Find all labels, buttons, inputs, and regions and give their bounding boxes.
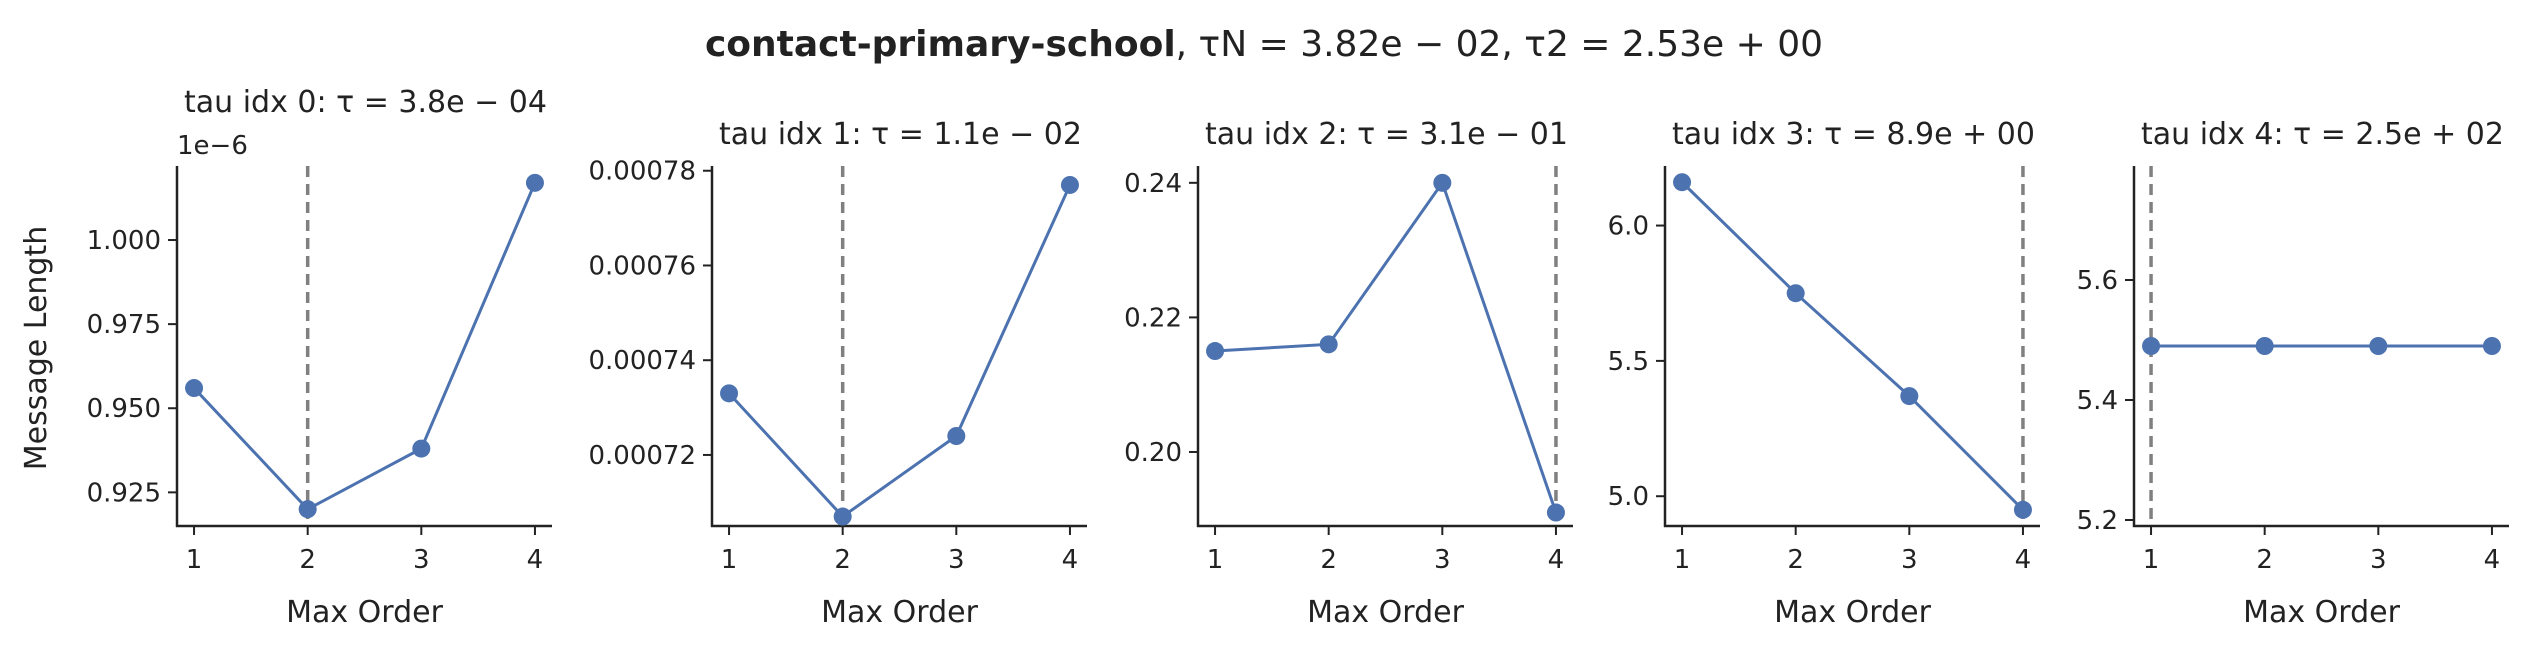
x-tick-label: 1 <box>186 545 203 575</box>
subplot-title: tau idx 1: τ = 1.1e − 02 <box>719 117 1082 152</box>
x-tick-label: 1 <box>721 545 738 575</box>
figure-title-params: , τN = 3.82e − 02, τ2 = 2.53e + 00 <box>1176 24 1823 65</box>
series-line <box>1680 181 2025 511</box>
y-tick-label: 5.0 <box>1608 482 1649 512</box>
data-point <box>1900 387 1919 406</box>
subplot-3: 1 2 3 4 5.0 5.5 6.0 tau idx 3: τ = 8.9e + 00 Max… <box>1608 117 2040 630</box>
y-tick-label: 0.24 <box>1124 169 1182 199</box>
y-tick-label: 5.2 <box>2077 506 2118 536</box>
x-tick-label: 2 <box>2256 545 2273 575</box>
data-point <box>2013 500 2032 519</box>
y-tick-label: 0.975 <box>87 310 161 340</box>
data-point <box>720 384 739 403</box>
series-line <box>192 182 537 512</box>
subplot-title: tau idx 4: τ = 2.5e + 02 <box>2141 117 2504 152</box>
y-tick-label: 5.4 <box>2077 386 2118 416</box>
x-tick-label: 3 <box>413 545 430 575</box>
y-tick-label: 0.00074 <box>588 346 696 376</box>
x-tick-label: 4 <box>2484 545 2501 575</box>
data-point <box>1060 175 1079 194</box>
x-axis-label: Max Order <box>1307 595 1464 630</box>
y-tick-label: 0.00072 <box>588 441 696 471</box>
series-line <box>1214 179 1558 514</box>
subplot-1: 1 2 3 4 0.00072 0.00074 0.00076 0.00078 tau idx … <box>588 117 1087 630</box>
y-axis-label: Message Length <box>19 226 54 471</box>
data-point <box>1673 173 1692 192</box>
x-tick-label: 3 <box>2370 545 2387 575</box>
series-line <box>727 184 1072 519</box>
subplot-2: 1 2 3 4 0.20 0.22 0.24 tau idx 2: τ = 3.1e − 01… <box>1124 117 1573 630</box>
x-tick-label: 2 <box>1787 545 1804 575</box>
data-point <box>1319 335 1338 354</box>
y-tick-label: 6.0 <box>1608 212 1649 242</box>
data-point <box>1433 173 1452 192</box>
data-point <box>2142 337 2161 355</box>
x-tick-label: 4 <box>2015 545 2032 575</box>
data-point <box>1786 284 1805 303</box>
subplot-0: 1 2 3 4 0.925 0.950 0.975 1.000 1e−6 tau idx 0: τ… <box>87 85 552 630</box>
y-tick-label: 0.00078 <box>588 157 696 187</box>
x-tick-label: 4 <box>527 545 544 575</box>
x-tick-label: 2 <box>834 545 851 575</box>
x-axis-label: Max Order <box>1774 595 1931 630</box>
y-tick-label: 5.6 <box>2077 266 2118 296</box>
subplots: 1 2 3 4 0.925 0.950 0.975 1.000 1e−6 tau idx 0: τ… <box>87 85 2509 630</box>
y-tick-label: 0.20 <box>1124 438 1182 468</box>
x-tick-label: 3 <box>1434 545 1451 575</box>
subplot-title: tau idx 2: τ = 3.1e − 01 <box>1205 117 1568 152</box>
data-point <box>525 173 544 192</box>
data-point <box>1546 503 1565 522</box>
x-axis-label: Max Order <box>821 595 978 630</box>
x-tick-label: 1 <box>2143 545 2160 575</box>
data-point <box>2255 337 2274 355</box>
y-tick-label: 0.950 <box>87 394 161 424</box>
subplot-title: tau idx 0: τ = 3.8e − 04 <box>184 85 547 120</box>
x-tick-label: 3 <box>948 545 965 575</box>
y-tick-label: 0.00076 <box>588 251 696 281</box>
data-point <box>412 439 431 458</box>
y-tick-label: 5.5 <box>1608 347 1649 377</box>
x-axis-label: Max Order <box>286 595 443 630</box>
y-tick-label: 0.22 <box>1124 303 1182 333</box>
data-point <box>2482 337 2501 355</box>
subplot-4: 1 2 3 4 5.2 5.4 5.6 tau idx 4: τ = 2.5e + 02 Max… <box>2077 117 2509 630</box>
x-tick-label: 4 <box>1062 545 1079 575</box>
x-tick-label: 2 <box>1320 545 1337 575</box>
data-point <box>298 500 317 519</box>
y-tick-label: 0.925 <box>87 478 161 508</box>
y-offset-label: 1e−6 <box>177 131 248 161</box>
x-tick-label: 2 <box>299 545 316 575</box>
x-axis-label: Max Order <box>2243 595 2400 630</box>
data-point <box>185 379 204 398</box>
figure-title: contact-primary-school, τN = 3.82e − 02,… <box>705 24 1823 65</box>
data-point <box>1206 342 1225 361</box>
data-point <box>2369 337 2388 355</box>
x-tick-label: 3 <box>1901 545 1918 575</box>
x-tick-label: 4 <box>1548 545 1565 575</box>
subplot-title: tau idx 3: τ = 8.9e + 00 <box>1672 117 2035 152</box>
x-tick-label: 1 <box>1674 545 1691 575</box>
data-point <box>833 507 852 526</box>
x-tick-label: 1 <box>1207 545 1224 575</box>
figure-title-dataset: contact-primary-school <box>705 24 1176 65</box>
y-tick-label: 1.000 <box>87 226 161 256</box>
data-point <box>947 427 966 445</box>
